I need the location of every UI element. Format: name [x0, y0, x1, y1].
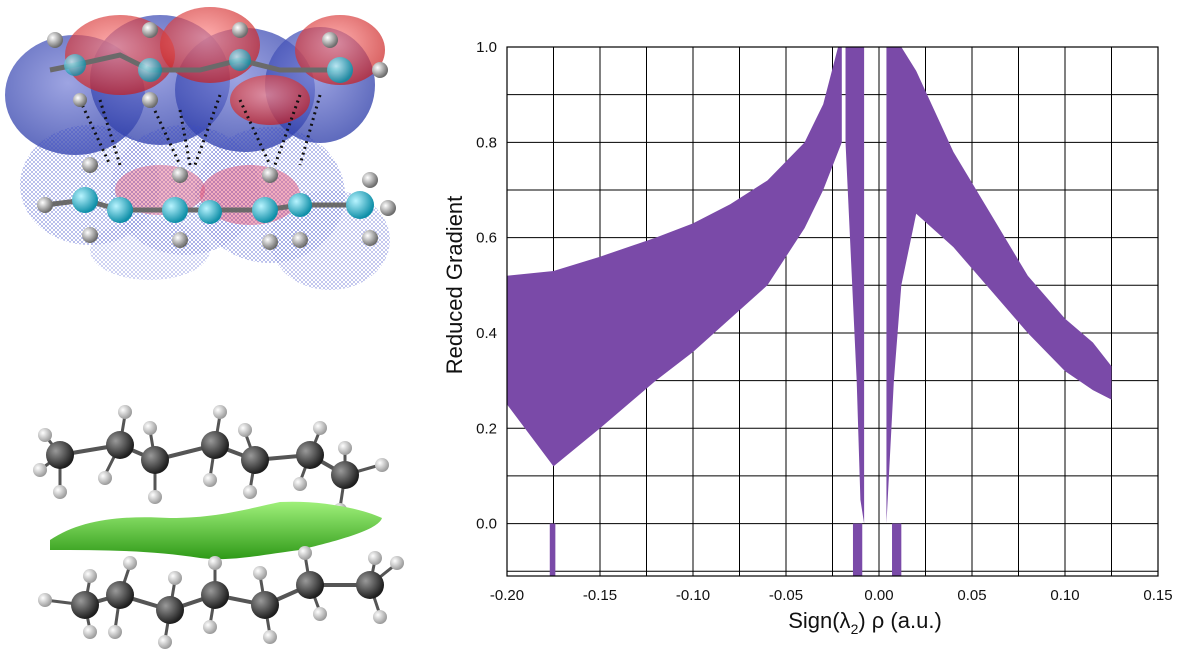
hydrogen-bond-dots — [78, 94, 322, 166]
plot-frame — [506, 46, 1159, 577]
x-tick-label: -0.15 — [583, 587, 617, 604]
zero-gradient-spike-3 — [892, 523, 902, 576]
lower-alkane-chain — [38, 546, 404, 649]
x-tick-label: -0.20 — [490, 587, 524, 604]
y-tick-label: 0.4 — [476, 325, 497, 342]
nci-green-surface — [50, 501, 382, 560]
x-tick-label: 0.15 — [1143, 587, 1172, 604]
scatter-region-positive-branch — [886, 47, 1112, 524]
data-regions — [507, 47, 1112, 576]
x-tick-labels: -0.20 -0.15 -0.10 -0.05 0.00 0.05 0.10 0.15 — [490, 587, 1173, 604]
scatter-region-near-zero-negative — [845, 47, 865, 524]
zero-gradient-spike-2 — [852, 523, 863, 576]
y-axis-title: Reduced Gradient — [442, 196, 467, 375]
x-tick-label: -0.05 — [769, 587, 803, 604]
molecular-complex-image — [5, 7, 396, 290]
y-tick-label: 0.2 — [476, 420, 497, 437]
y-tick-label: 0.6 — [476, 230, 497, 247]
x-tick-label: 0.10 — [1050, 587, 1079, 604]
x-axis-title: Sign(λ2) ρ (a.u.) — [788, 608, 942, 637]
y-tick-label: 0.8 — [476, 134, 497, 151]
x-tick-label: -0.10 — [676, 587, 710, 604]
scatter-region-negative-branch — [507, 47, 842, 467]
rdg-scatter-chart: -0.20 -0.15 -0.10 -0.05 0.00 0.05 0.10 0.15 0.0… — [442, 39, 1173, 637]
x-tick-label: 0.00 — [864, 587, 893, 604]
y-tick-labels: 0.0 0.2 0.4 0.6 0.8 1.0 — [476, 39, 497, 533]
y-tick-label: 1.0 — [476, 39, 497, 56]
atoms — [37, 22, 396, 250]
alkane-dimer-nci-image — [33, 405, 404, 649]
y-tick-label: 0.0 — [476, 516, 497, 533]
x-tick-label: 0.05 — [957, 587, 986, 604]
upper-alkane-chain — [33, 405, 389, 517]
zero-gradient-spike-1 — [549, 523, 556, 576]
